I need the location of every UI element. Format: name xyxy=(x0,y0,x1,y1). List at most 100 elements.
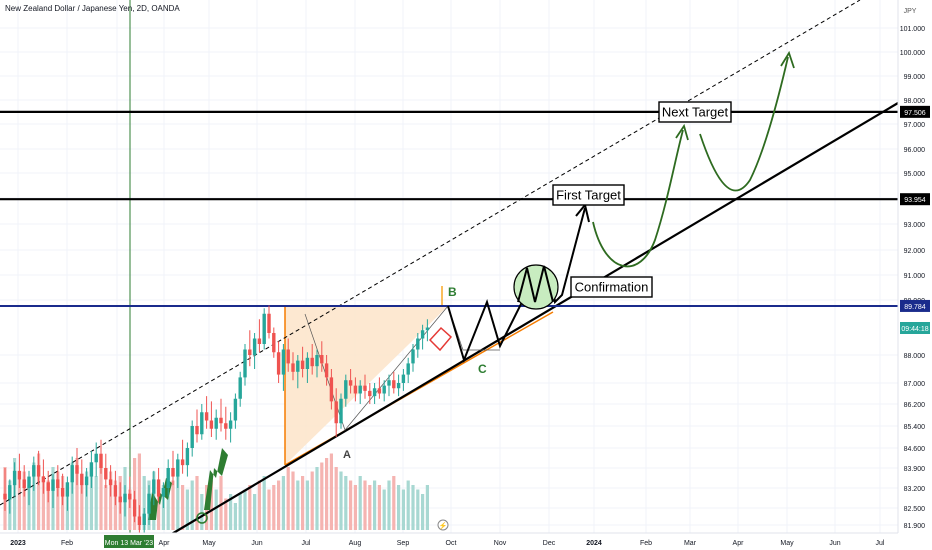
candle[interactable] xyxy=(425,319,430,342)
candle[interactable] xyxy=(209,401,214,437)
candle[interactable] xyxy=(420,324,425,350)
candle[interactable] xyxy=(248,330,252,367)
candle[interactable] xyxy=(147,485,151,525)
candle[interactable] xyxy=(267,305,271,339)
candle[interactable] xyxy=(84,468,89,497)
volume-bar xyxy=(406,480,410,530)
plot-area[interactable] xyxy=(0,0,898,533)
candle[interactable] xyxy=(281,344,286,391)
candle[interactable] xyxy=(416,333,420,358)
candle[interactable] xyxy=(60,473,65,506)
candle[interactable] xyxy=(310,344,314,375)
candle[interactable] xyxy=(329,369,334,410)
first-target-label[interactable]: First Target xyxy=(552,184,625,206)
candle[interactable] xyxy=(358,380,362,404)
candle[interactable] xyxy=(80,459,84,494)
candle[interactable] xyxy=(51,473,55,508)
candle[interactable] xyxy=(132,490,137,523)
lightning-icon[interactable] xyxy=(437,519,449,531)
candle[interactable] xyxy=(401,369,406,391)
candle[interactable] xyxy=(228,412,233,443)
candle[interactable] xyxy=(262,308,266,350)
candle[interactable] xyxy=(339,393,343,429)
candle[interactable] xyxy=(334,388,338,437)
candle[interactable] xyxy=(17,453,22,488)
candle[interactable] xyxy=(12,462,17,497)
candle[interactable] xyxy=(118,482,122,514)
candle[interactable] xyxy=(108,465,113,497)
candle[interactable] xyxy=(137,505,142,534)
candle[interactable] xyxy=(243,344,247,386)
candle[interactable] xyxy=(344,374,348,407)
price-axis[interactable] xyxy=(898,0,932,550)
candle[interactable] xyxy=(320,341,324,372)
candle[interactable] xyxy=(233,393,238,429)
candle[interactable] xyxy=(195,409,199,443)
candle[interactable] xyxy=(392,371,396,394)
candle[interactable] xyxy=(214,409,218,440)
candle[interactable] xyxy=(99,439,103,474)
candle[interactable] xyxy=(238,371,242,407)
candle[interactable] xyxy=(32,456,36,491)
candle[interactable] xyxy=(324,355,329,386)
candle[interactable] xyxy=(161,482,166,508)
candle[interactable] xyxy=(22,465,26,497)
candle[interactable] xyxy=(396,374,401,397)
candle[interactable] xyxy=(387,374,391,397)
candle[interactable] xyxy=(176,453,180,488)
candle[interactable] xyxy=(276,341,281,383)
candle[interactable] xyxy=(75,448,79,486)
candle[interactable] xyxy=(204,396,209,429)
candle[interactable] xyxy=(94,442,98,477)
candle[interactable] xyxy=(41,459,46,494)
candle[interactable] xyxy=(224,406,228,440)
candle[interactable] xyxy=(185,442,190,477)
candle[interactable] xyxy=(27,470,31,506)
candle[interactable] xyxy=(166,459,170,497)
candle[interactable] xyxy=(219,398,223,432)
candle[interactable] xyxy=(272,327,276,358)
candle[interactable] xyxy=(296,355,300,389)
candle[interactable] xyxy=(291,352,295,381)
candle[interactable] xyxy=(257,319,262,353)
candle[interactable] xyxy=(200,404,204,440)
candle[interactable] xyxy=(70,456,74,494)
candle[interactable] xyxy=(363,374,367,399)
candle[interactable] xyxy=(286,338,290,372)
candle[interactable] xyxy=(382,380,386,402)
candle[interactable] xyxy=(252,333,257,369)
candle[interactable] xyxy=(368,383,372,404)
candle[interactable] xyxy=(56,465,60,497)
candle[interactable] xyxy=(353,377,358,402)
candle[interactable] xyxy=(113,470,118,506)
time-tick-label: Jun xyxy=(251,540,262,547)
candle[interactable] xyxy=(156,468,161,503)
candle[interactable] xyxy=(65,476,70,511)
candle[interactable] xyxy=(348,369,353,394)
candle[interactable] xyxy=(152,470,156,506)
candle[interactable] xyxy=(8,479,12,514)
candle[interactable] xyxy=(300,346,305,378)
candle[interactable] xyxy=(406,357,410,383)
candle[interactable] xyxy=(411,344,415,372)
candle[interactable] xyxy=(171,450,175,486)
candle[interactable] xyxy=(315,349,319,378)
candle[interactable] xyxy=(372,383,377,404)
candle[interactable] xyxy=(190,420,194,457)
candle[interactable] xyxy=(36,450,41,486)
candle[interactable] xyxy=(305,352,310,383)
volume-bar xyxy=(344,476,348,530)
candle[interactable] xyxy=(123,485,127,517)
candle[interactable] xyxy=(104,453,108,488)
next-target-label[interactable]: Next Target xyxy=(658,101,732,123)
candle[interactable] xyxy=(3,468,7,511)
candle[interactable] xyxy=(377,377,382,399)
candle[interactable] xyxy=(180,439,185,474)
candle[interactable] xyxy=(46,470,50,503)
confirmation-label[interactable]: Confirmation xyxy=(570,276,653,298)
candle[interactable] xyxy=(89,450,94,488)
time-axis[interactable] xyxy=(0,533,898,550)
candle[interactable] xyxy=(142,508,146,534)
candle[interactable] xyxy=(128,476,132,508)
